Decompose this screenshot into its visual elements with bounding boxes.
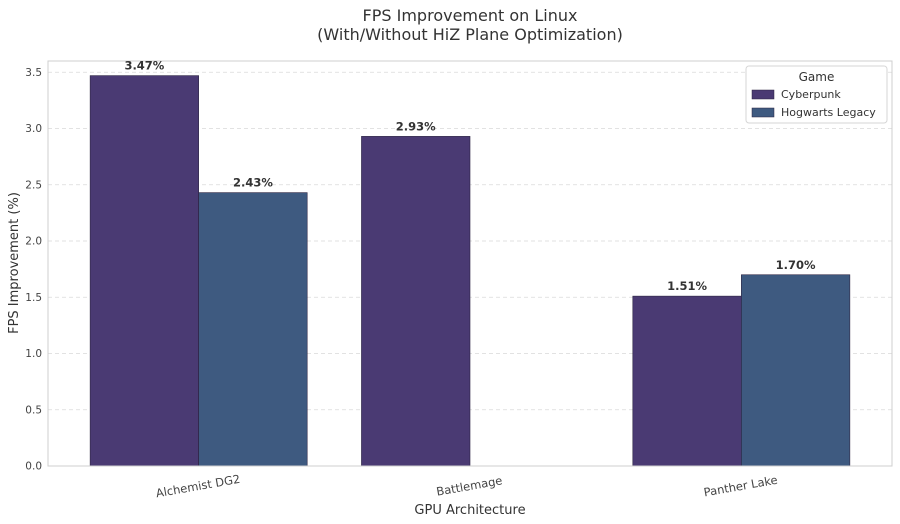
y-tick-label: 1.5 xyxy=(25,292,42,304)
bar xyxy=(89,75,199,467)
y-tick-label: 0.0 xyxy=(25,461,42,473)
x-axis-label: GPU Architecture xyxy=(414,503,525,518)
bar xyxy=(741,274,851,467)
y-tick-label: 1.0 xyxy=(25,348,42,360)
y-tick-label: 3.5 xyxy=(25,67,42,79)
data-label: 3.47% xyxy=(124,59,164,73)
y-tick-label: 2.5 xyxy=(25,179,42,191)
data-label: 2.43% xyxy=(233,176,273,190)
bar xyxy=(198,192,308,467)
y-tick-label: 3.0 xyxy=(25,123,42,135)
y-tick-label: 2.0 xyxy=(25,236,42,248)
chart-subtitle: (With/Without HiZ Plane Optimization) xyxy=(317,25,623,44)
bars xyxy=(89,75,851,467)
x-tick-label: Battlemage xyxy=(435,473,503,498)
legend-title: Game xyxy=(799,70,835,84)
bar xyxy=(361,136,471,467)
bar xyxy=(632,295,742,467)
legend-entry: Hogwarts Legacy xyxy=(781,106,876,119)
x-axis-ticks: Alchemist DG2 Battlemage Panther Lake xyxy=(155,472,779,501)
data-label: 1.51% xyxy=(667,279,707,293)
y-axis-ticks: 0.0 0.5 1.0 1.5 2.0 2.5 3.0 3.5 xyxy=(25,67,42,473)
data-label: 1.70% xyxy=(776,258,816,272)
y-tick-label: 0.5 xyxy=(25,404,42,416)
legend-box xyxy=(745,65,888,124)
x-tick-label: Alchemist DG2 xyxy=(155,472,242,501)
x-tick-label: Panther Lake xyxy=(703,473,779,500)
legend-entry: Cyberpunk xyxy=(781,88,841,101)
plot-area-frame xyxy=(47,60,893,467)
legend-swatch xyxy=(751,107,775,118)
legend-swatch xyxy=(751,89,775,100)
data-labels: 3.47% 2.43% 2.93% 1.51% 1.70% xyxy=(124,59,816,294)
legend: Game Cyberpunk Hogwarts Legacy xyxy=(745,65,888,124)
data-label: 2.93% xyxy=(396,119,436,133)
y-axis-label: FPS Improvement (%) xyxy=(7,192,22,334)
chart-title: FPS Improvement on Linux xyxy=(363,6,578,25)
